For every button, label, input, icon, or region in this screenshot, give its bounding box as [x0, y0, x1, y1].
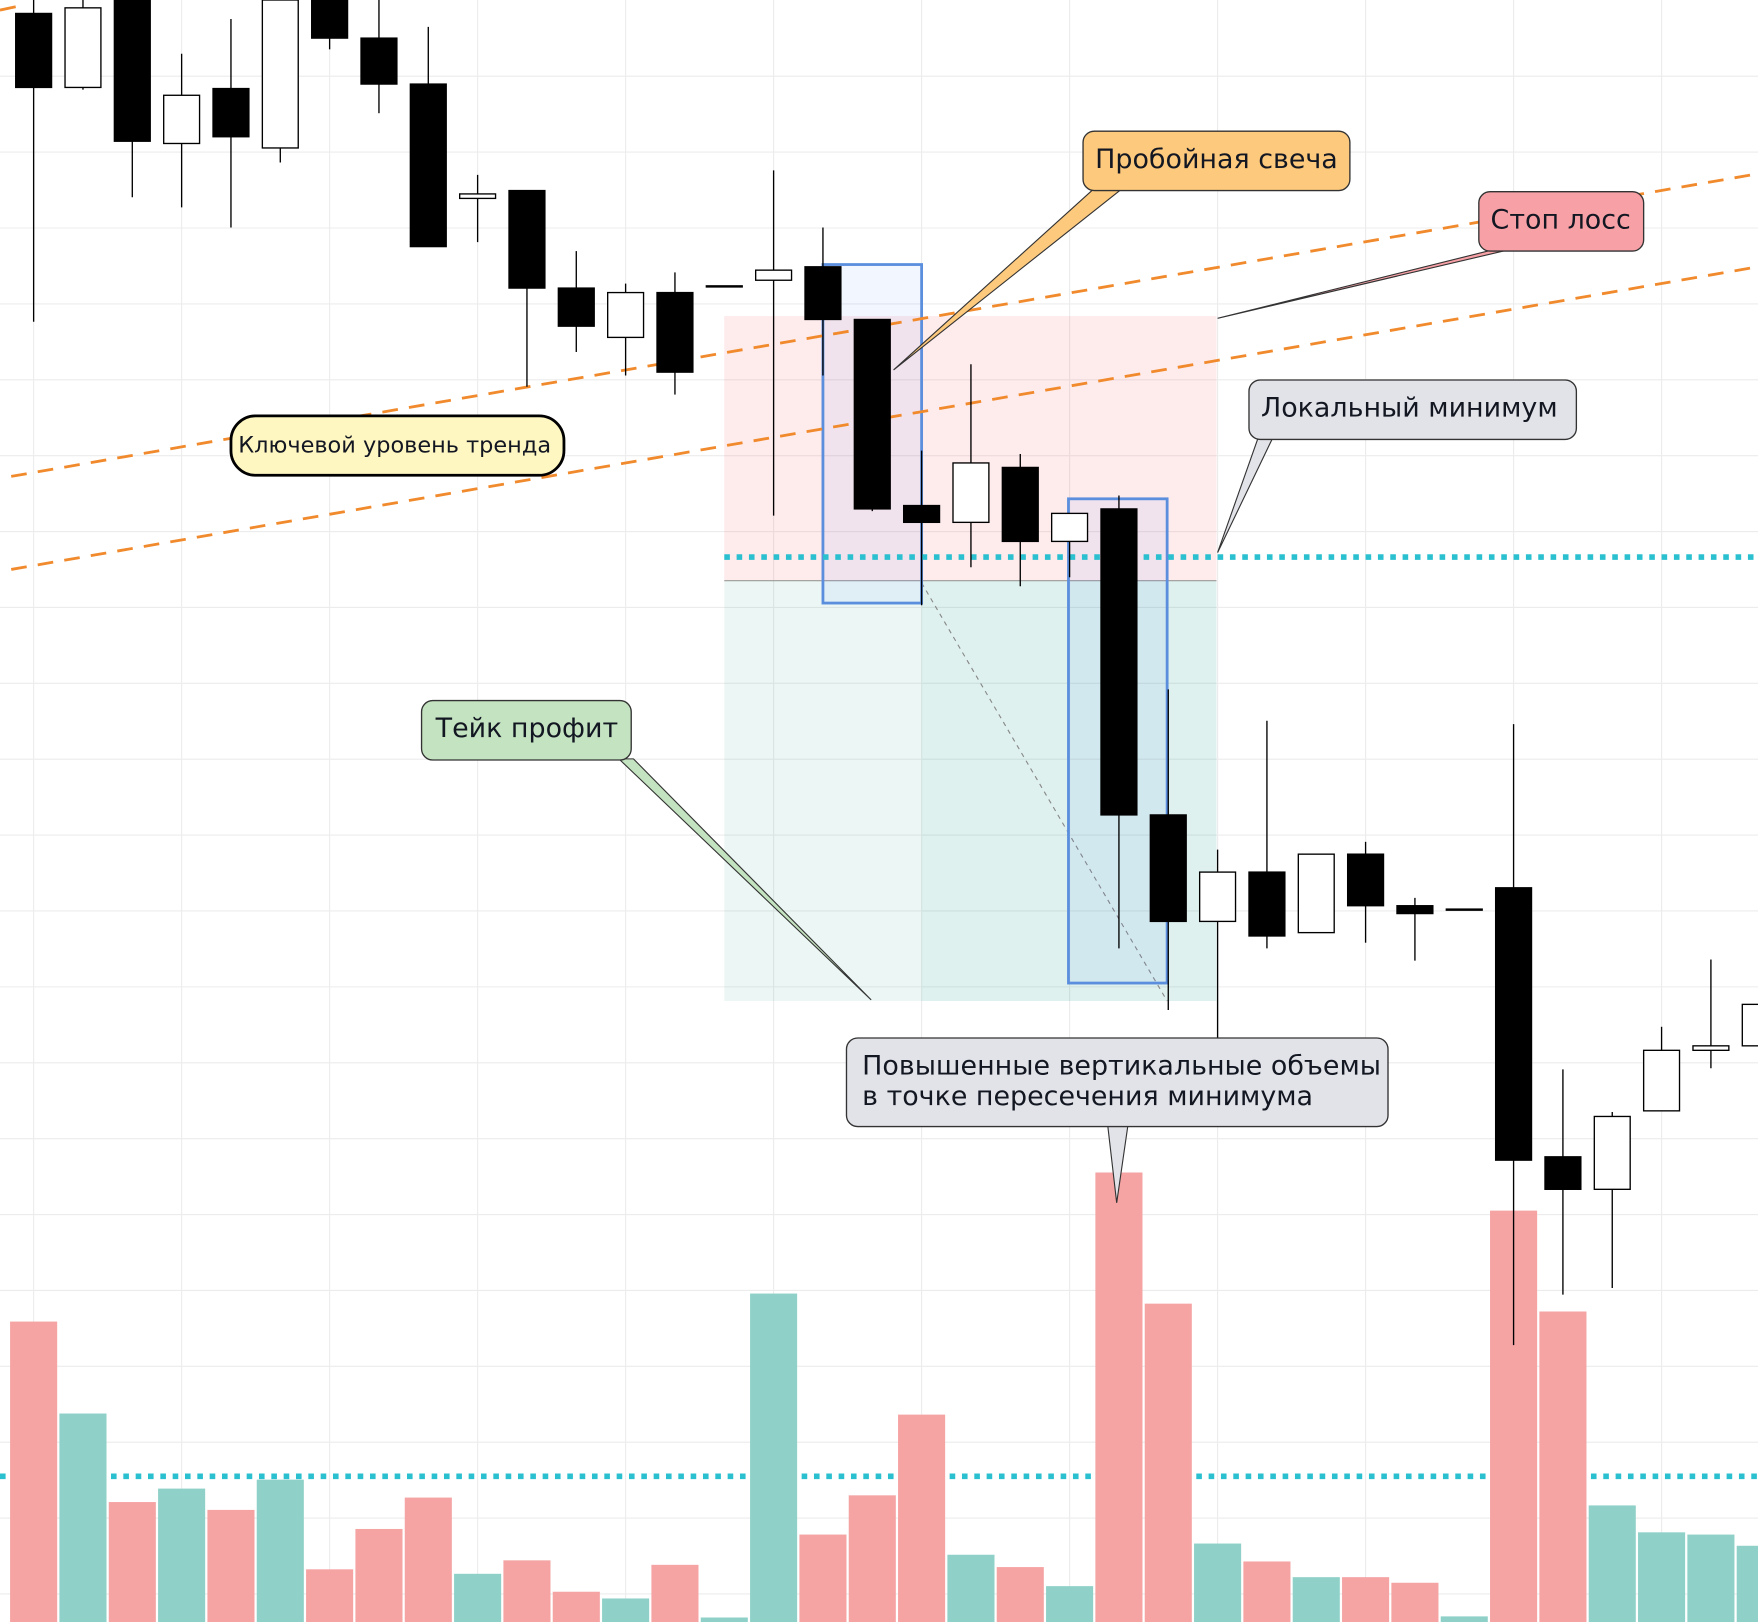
- candle-body: [360, 37, 398, 85]
- callout: Повышенные вертикальные объемы в точке п…: [845, 1037, 1389, 1203]
- candle-body: [15, 12, 53, 89]
- candle-body: [557, 287, 595, 327]
- volume-bar: [158, 1488, 206, 1622]
- callout-text: Пробойная свеча: [1095, 144, 1338, 175]
- callout: Пробойная свеча: [893, 130, 1351, 371]
- trade-path: [921, 582, 1168, 1002]
- callout: Тейк профит: [420, 699, 872, 1001]
- volume-bar: [1391, 1582, 1439, 1622]
- volume-bar: [947, 1554, 995, 1622]
- volume-bar: [848, 1495, 896, 1622]
- candle-body: [1593, 1115, 1631, 1190]
- volume-bar: [1440, 1616, 1488, 1622]
- volume-bar: [1194, 1543, 1242, 1622]
- candle-body: [1544, 1156, 1582, 1190]
- volume-bar: [207, 1509, 255, 1622]
- volume-bar: [503, 1560, 551, 1622]
- volume-bar: [898, 1414, 946, 1622]
- candle-body: [902, 504, 941, 524]
- volume-bar: [750, 1293, 798, 1622]
- candle-body: [1494, 887, 1533, 1161]
- candle-body: [952, 462, 990, 524]
- callout: Локальный минимум: [1217, 379, 1578, 553]
- volume-bar: [1638, 1532, 1686, 1622]
- candle-body: [261, 0, 299, 149]
- candle-body: [1050, 512, 1089, 543]
- volume: [10, 1172, 1758, 1622]
- callout: Стоп лосс: [1217, 191, 1645, 319]
- volume-bar: [552, 1591, 600, 1622]
- candle-body: [113, 0, 151, 142]
- volume-bar: [1046, 1586, 1094, 1622]
- candle-body: [508, 189, 546, 289]
- candle-body: [804, 266, 842, 321]
- candle-body: [1396, 905, 1434, 915]
- candle-body: [1297, 853, 1335, 934]
- volume-bar: [454, 1573, 502, 1622]
- volume-bar: [1588, 1505, 1636, 1622]
- candle-body: [459, 193, 497, 200]
- callout-text: Стоп лосс: [1491, 204, 1631, 235]
- candle-body: [1741, 1003, 1758, 1047]
- candle-body: [1198, 871, 1237, 923]
- candle-body: [311, 0, 349, 39]
- candles: [15, 0, 1758, 1346]
- volume-bar: [59, 1413, 107, 1622]
- volume-bar: [1539, 1311, 1587, 1622]
- trend-line: [0, 5, 16, 12]
- candle-body: [607, 291, 645, 339]
- volume-bar: [1292, 1577, 1340, 1622]
- candle-body: [853, 318, 891, 510]
- volume-bar: [355, 1528, 403, 1622]
- volume-bar: [1144, 1303, 1192, 1622]
- volume-bar: [799, 1534, 847, 1622]
- candle-body: [212, 87, 250, 138]
- volume-bar: [1243, 1561, 1291, 1622]
- volume-bar: [700, 1617, 748, 1622]
- candle-body: [1692, 1045, 1730, 1051]
- volume-bar: [1687, 1534, 1735, 1622]
- candle-body: [1149, 814, 1187, 923]
- candle-body: [1001, 466, 1039, 543]
- volume-bar: [1736, 1545, 1758, 1622]
- volume-bar: [602, 1598, 650, 1622]
- candle-body: [1346, 853, 1385, 907]
- candle-body: [656, 291, 694, 373]
- volume-bar: [1342, 1577, 1390, 1622]
- candle-body: [1248, 871, 1286, 937]
- volume-bar: [996, 1567, 1044, 1622]
- callout-text: Повышенные вертикальные объемы: [862, 1051, 1381, 1082]
- callout-text: Локальный минимум: [1261, 393, 1558, 424]
- volume-bar: [651, 1564, 699, 1622]
- candle-body: [1100, 508, 1138, 816]
- volume-bar: [108, 1502, 156, 1622]
- candle-body: [163, 94, 201, 145]
- candle-body: [1642, 1049, 1681, 1112]
- candle-body: [409, 83, 447, 248]
- candle-body: [754, 269, 793, 281]
- candle-body: [1445, 908, 1483, 911]
- callout-text: Тейк профит: [435, 713, 619, 744]
- volume-bar: [404, 1497, 452, 1622]
- volume-bar: [1095, 1172, 1143, 1622]
- candle-body: [705, 285, 743, 288]
- callout-text: Ключевой уровень тренда: [238, 433, 551, 459]
- callout: Ключевой уровень тренда: [229, 414, 566, 477]
- volume-bar: [10, 1321, 58, 1622]
- volume-bar: [306, 1569, 354, 1622]
- volume-bar: [256, 1479, 304, 1622]
- candle-body: [64, 7, 102, 89]
- callout-text: в точке пересечения минимума: [862, 1081, 1313, 1112]
